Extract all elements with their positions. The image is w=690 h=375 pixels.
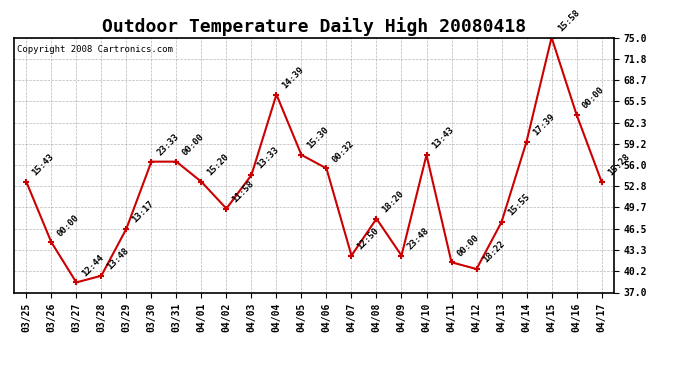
Text: 17:39: 17:39 (531, 112, 556, 137)
Text: 13:48: 13:48 (106, 246, 131, 272)
Text: 00:00: 00:00 (181, 132, 206, 158)
Text: 00:00: 00:00 (455, 233, 481, 258)
Text: 00:00: 00:00 (55, 213, 81, 238)
Text: 15:55: 15:55 (506, 192, 531, 218)
Text: 18:22: 18:22 (481, 240, 506, 265)
Text: 00:00: 00:00 (581, 85, 606, 111)
Text: 14:39: 14:39 (281, 65, 306, 90)
Text: 15:30: 15:30 (306, 125, 331, 151)
Text: 15:58: 15:58 (555, 8, 581, 33)
Text: 11:58: 11:58 (230, 179, 256, 204)
Title: Outdoor Temperature Daily High 20080418: Outdoor Temperature Daily High 20080418 (102, 17, 526, 36)
Text: 13:43: 13:43 (431, 125, 456, 151)
Text: 15:43: 15:43 (30, 152, 56, 178)
Text: Copyright 2008 Cartronics.com: Copyright 2008 Cartronics.com (17, 45, 172, 54)
Text: 23:48: 23:48 (406, 226, 431, 251)
Text: 13:33: 13:33 (255, 146, 281, 171)
Text: 18:20: 18:20 (381, 189, 406, 214)
Text: 12:50: 12:50 (355, 226, 381, 251)
Text: 15:20: 15:20 (206, 152, 231, 178)
Text: 12:44: 12:44 (81, 253, 106, 278)
Text: 13:17: 13:17 (130, 199, 156, 225)
Text: 15:28: 15:28 (606, 152, 631, 178)
Text: 23:33: 23:33 (155, 132, 181, 158)
Text: 00:32: 00:32 (331, 139, 356, 164)
